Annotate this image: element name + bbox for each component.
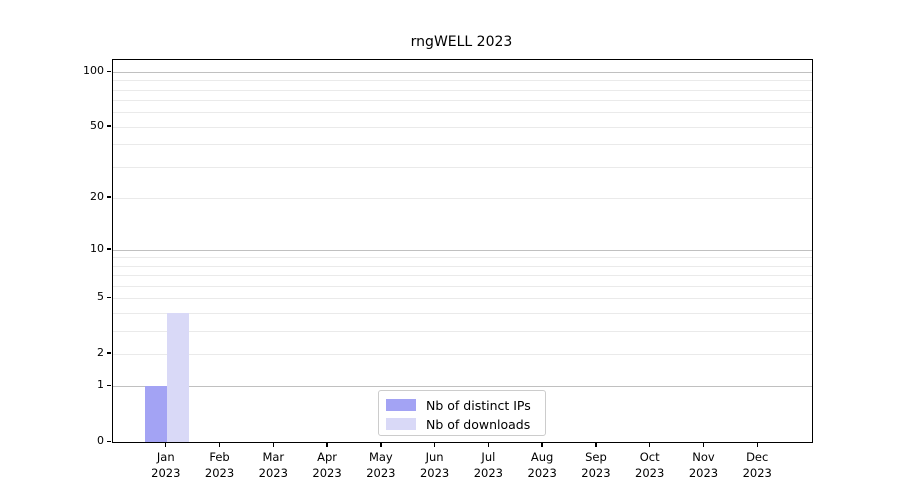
minor-gridline xyxy=(113,89,812,91)
minor-gridline xyxy=(113,285,812,287)
y-tick-label: 0 xyxy=(97,434,104,447)
x-tick-label: Jan 2023 xyxy=(151,450,181,480)
x-tick-label: Jun 2023 xyxy=(419,450,450,480)
x-tick-mark xyxy=(595,442,597,447)
x-tick-label: Oct 2023 xyxy=(635,450,665,480)
x-tick-label: Mar 2023 xyxy=(258,450,288,480)
y-tick-mark xyxy=(107,352,111,354)
y-tick-label: 5 xyxy=(97,290,104,304)
minor-gridline xyxy=(113,112,812,114)
x-tick-mark xyxy=(326,442,328,447)
y-tick-mark xyxy=(107,125,111,127)
x-tick-label: Aug 2023 xyxy=(527,450,557,480)
chart-title: rngWELL 2023 xyxy=(410,34,513,50)
y-tick-mark xyxy=(107,248,111,250)
x-tick-label: Dec 2023 xyxy=(742,450,772,480)
major-gridline xyxy=(113,72,812,73)
bar-downloads xyxy=(166,312,189,442)
y-tick-label: 20 xyxy=(90,189,104,203)
x-tick-mark xyxy=(380,442,382,447)
x-tick-label: Feb 2023 xyxy=(204,450,235,480)
minor-gridline xyxy=(113,265,812,267)
x-tick-mark xyxy=(433,442,436,447)
y-tick-label: 1 xyxy=(97,378,104,392)
minor-gridline xyxy=(113,80,812,82)
y-tick-mark xyxy=(107,440,111,442)
x-tick-label: Sep 2023 xyxy=(581,450,611,480)
x-tick-mark xyxy=(756,442,758,447)
minor-gridline xyxy=(113,353,812,355)
legend-item-downloads: Nb of downloads xyxy=(386,415,537,433)
minor-gridline xyxy=(113,275,812,277)
x-tick-label: Jul 2023 xyxy=(473,450,504,480)
minor-gridline xyxy=(113,197,812,199)
x-tick-label: Apr 2023 xyxy=(312,450,342,480)
x-tick-label: May 2023 xyxy=(366,450,396,480)
minor-gridline xyxy=(113,312,812,314)
legend-item-distinct-ips: Nb of distinct IPs xyxy=(386,396,537,414)
y-tick-mark xyxy=(107,70,111,72)
minor-gridline xyxy=(113,330,812,332)
y-tick-label: 100 xyxy=(83,64,104,77)
legend-swatch-distinct-ips xyxy=(386,399,416,411)
major-gridline xyxy=(113,249,812,251)
major-gridline xyxy=(113,386,812,388)
x-tick-mark xyxy=(272,442,274,447)
minor-gridline xyxy=(113,126,812,128)
x-tick-mark xyxy=(218,442,221,447)
minor-gridline xyxy=(113,144,812,146)
legend-swatch-downloads xyxy=(386,418,416,430)
minor-gridline xyxy=(113,257,812,259)
x-tick-mark xyxy=(541,442,543,447)
x-tick-mark xyxy=(648,442,651,447)
y-tick-mark xyxy=(107,296,111,299)
minor-gridline xyxy=(113,166,812,168)
legend: Nb of distinct IPs Nb of downloads xyxy=(378,390,546,436)
x-tick-mark xyxy=(487,442,490,447)
minor-gridline xyxy=(113,298,812,300)
minor-gridline xyxy=(113,100,812,102)
x-tick-mark xyxy=(702,442,705,447)
y-tick-mark xyxy=(107,196,111,198)
x-tick-label: Nov 2023 xyxy=(688,450,719,480)
x-tick-mark xyxy=(165,442,167,447)
legend-label-distinct-ips: Nb of distinct IPs xyxy=(426,397,531,413)
legend-label-downloads: Nb of downloads xyxy=(426,416,531,432)
y-tick-label: 10 xyxy=(90,241,104,255)
bar-distinct-ips xyxy=(144,386,167,442)
y-tick-label: 50 xyxy=(90,118,104,132)
y-tick-mark xyxy=(107,384,111,387)
y-tick-label: 2 xyxy=(97,345,104,359)
plot-area xyxy=(112,59,813,443)
